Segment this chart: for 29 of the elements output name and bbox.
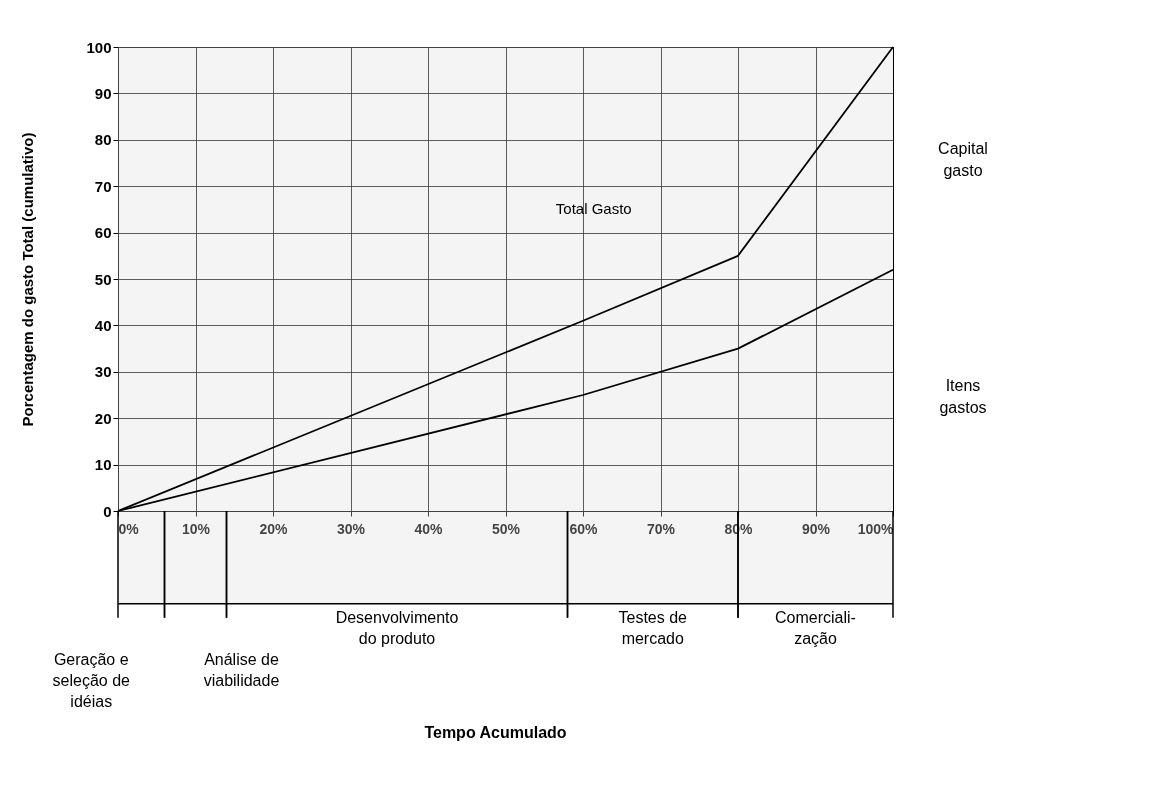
y-tick-label: 30: [94, 363, 112, 381]
y-tick-label: 40: [94, 316, 112, 334]
x-tick-label: 20%: [259, 520, 289, 537]
x-tick-label: 50%: [491, 520, 521, 537]
band-label: Testes de mercado: [618, 608, 688, 647]
y-tick-label: 100: [86, 38, 112, 56]
band-label: Comerciali- zação: [775, 608, 856, 647]
x-tick-label: 60%: [569, 520, 599, 537]
band-label: Geração e seleção de idéias: [52, 650, 131, 710]
x-tick-label: 90%: [801, 520, 831, 537]
x-tick-label: 40%: [414, 520, 444, 537]
band-label: Desenvolvimento do produto: [335, 608, 459, 647]
text: Tempo Acumulado: [424, 724, 567, 741]
y-tick-label: 80: [94, 131, 112, 149]
x-tick-label: 10%: [181, 520, 211, 537]
text: Itens gastos: [939, 376, 987, 416]
x-tick-label: 30%: [336, 520, 366, 537]
y-tick-label: 20: [94, 409, 112, 427]
y-tick-label: 50: [94, 270, 112, 288]
x-tick-label: 70%: [646, 520, 676, 537]
y-tick-label: 70: [94, 177, 112, 195]
y-tick-label: 60: [94, 224, 112, 242]
y-tick-label: 90: [94, 84, 112, 102]
y-tick-label: 10: [94, 456, 112, 474]
y-axis-title: Porcentagem do gasto Total (cumulativo): [19, 132, 37, 427]
band-label: Análise de viabilidade: [203, 650, 280, 689]
text: Capital gasto: [938, 140, 988, 180]
y-tick-label: 0: [103, 502, 112, 520]
x-tick-label: 0%: [118, 520, 140, 537]
